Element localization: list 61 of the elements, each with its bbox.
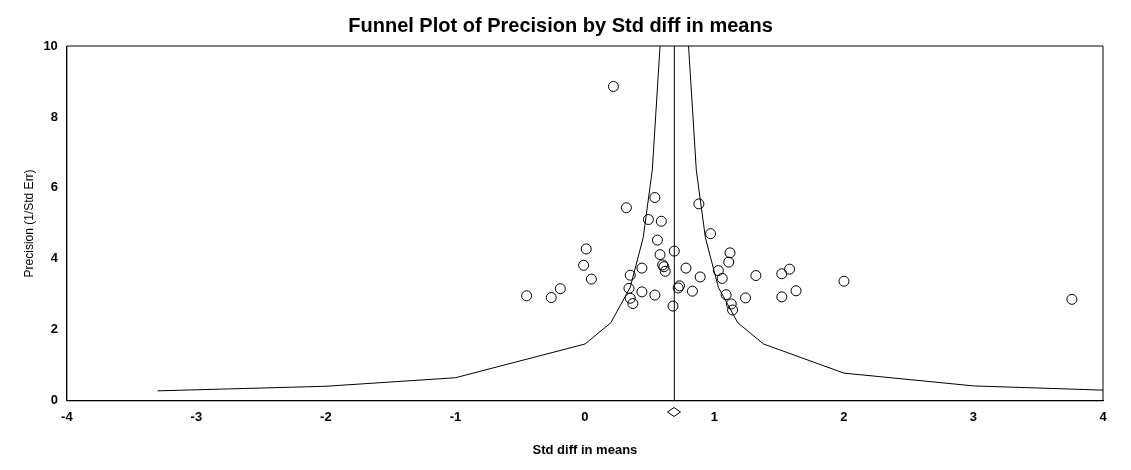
point [723, 256, 735, 268]
y-tick-label: 4 [50, 250, 59, 266]
point [636, 286, 648, 298]
y-axis-title: Precision (1/Std Err) [21, 169, 36, 278]
x-tick-label: -4 [61, 409, 74, 425]
y-tick-label: 6 [50, 179, 58, 195]
point [521, 290, 533, 302]
chart-title: Funnel Plot of Precision by Std diff in means [348, 13, 773, 36]
point [649, 192, 661, 203]
point [642, 214, 654, 225]
point [680, 262, 692, 274]
y-tick-label: 10 [43, 37, 58, 53]
point [624, 269, 636, 281]
point [790, 285, 802, 297]
x-tick-label: 4 [1099, 409, 1108, 425]
y-tick-label: 2 [50, 321, 58, 337]
point [1066, 293, 1078, 305]
point [554, 283, 566, 295]
point [580, 243, 592, 255]
x-tick-label: 2 [840, 409, 848, 425]
point [585, 273, 597, 285]
point [740, 292, 752, 304]
point [654, 249, 666, 261]
point [712, 265, 724, 277]
x-tick-label: -2 [320, 409, 332, 425]
y-tick-label: 8 [50, 108, 58, 124]
point [624, 292, 636, 304]
point [686, 285, 698, 297]
x-axis-title: Std diff in means [532, 441, 638, 457]
point [784, 263, 796, 275]
point [725, 298, 737, 310]
point [659, 265, 671, 277]
x-tick-label: 3 [969, 409, 978, 425]
point [720, 289, 732, 301]
point [636, 262, 648, 274]
point [693, 198, 705, 210]
point [655, 215, 667, 227]
point [651, 234, 663, 246]
x-tick-label: 0 [581, 409, 589, 425]
point [724, 247, 736, 259]
point [727, 304, 739, 316]
point [705, 228, 717, 240]
point [838, 275, 850, 287]
x-tick-label: -1 [449, 409, 462, 425]
point [607, 80, 619, 92]
point [776, 291, 788, 303]
x-tick-label: 1 [710, 409, 719, 425]
point [716, 272, 728, 284]
point [623, 282, 635, 294]
x-tick-label: -3 [190, 409, 203, 425]
point [627, 298, 639, 310]
point [620, 202, 632, 214]
point [668, 245, 680, 257]
point [694, 271, 706, 283]
point [545, 292, 557, 304]
point [750, 270, 762, 282]
point [578, 259, 590, 271]
y-tick-label: 0 [50, 392, 58, 408]
point [667, 300, 679, 312]
point [776, 268, 788, 280]
point [649, 289, 661, 301]
